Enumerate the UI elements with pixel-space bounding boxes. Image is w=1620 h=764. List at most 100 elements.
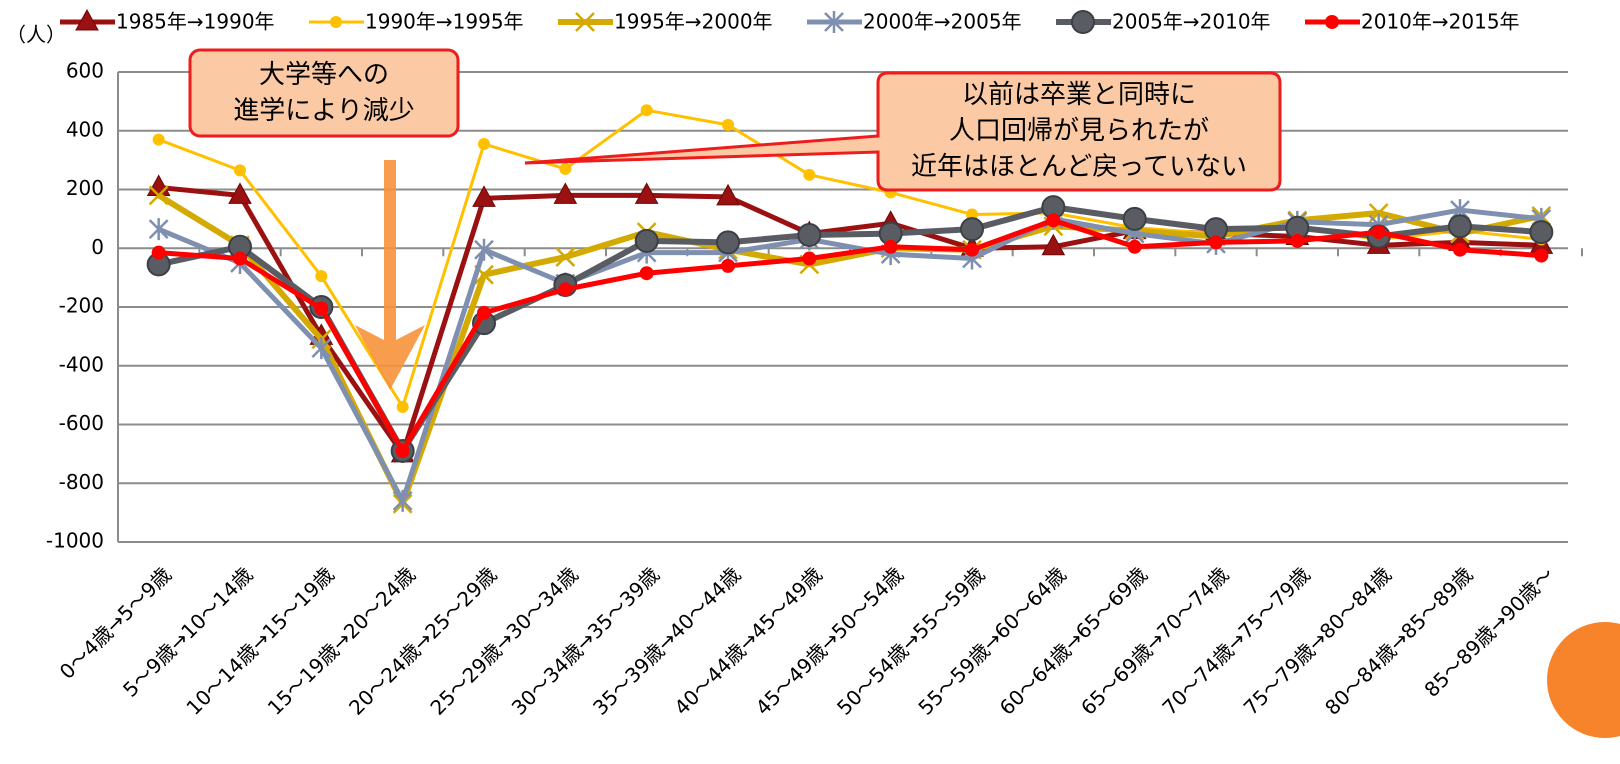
marker — [146, 174, 171, 196]
x-tick-label: 80～84歳→85～89歳 — [1320, 562, 1477, 719]
marker — [474, 238, 494, 261]
marker — [634, 182, 659, 204]
marker — [640, 104, 653, 117]
marker — [722, 118, 734, 131]
legend-label: 2005年→2010年 — [1112, 10, 1271, 34]
marker — [553, 182, 578, 204]
marker — [575, 12, 595, 32]
series-line — [157, 207, 1542, 504]
marker — [634, 228, 659, 253]
annotation-text: 人口回帰が見られたが — [949, 116, 1209, 146]
annotation-text: 近年はほとんど戻っていない — [911, 152, 1247, 182]
marker — [315, 270, 328, 283]
marker — [966, 208, 978, 221]
marker — [797, 223, 822, 248]
annotation-text: 大学等への — [259, 60, 389, 90]
marker — [1290, 233, 1305, 248]
marker — [1529, 220, 1554, 245]
marker — [1122, 206, 1147, 231]
marker — [1071, 10, 1095, 34]
legend-label: 2010年→2015年 — [1361, 10, 1520, 34]
x-tick-label: 35～39歳→40～44歳 — [588, 562, 745, 719]
marker — [721, 258, 735, 273]
x-tick-label: 15～19歳→20～24歳 — [263, 562, 420, 719]
marker — [1127, 239, 1142, 254]
y-tick-label: -600 — [59, 411, 104, 435]
x-tick-label: 60～64歳→65～69歳 — [995, 562, 1152, 719]
x-tick-label: 25～29歳→30～34歳 — [425, 562, 582, 719]
y-tick-label: -400 — [59, 352, 104, 376]
marker — [330, 16, 342, 28]
marker — [558, 282, 573, 297]
legend-label: 2000年→2005年 — [863, 10, 1022, 34]
x-tick-label: 65～69歳→70～74歳 — [1076, 562, 1233, 719]
marker — [233, 251, 247, 266]
marker — [555, 247, 576, 267]
marker — [1371, 225, 1386, 240]
series-line — [158, 184, 1542, 457]
marker — [314, 301, 329, 316]
y-unit: （人） — [6, 23, 66, 47]
y-tick-label: 200 — [66, 176, 104, 200]
marker — [639, 266, 654, 281]
decoration — [1547, 622, 1620, 738]
marker — [396, 400, 409, 413]
marker — [395, 443, 410, 458]
series-line — [158, 204, 1542, 454]
legend-label: 1985年→1990年 — [116, 10, 275, 34]
marker — [1448, 214, 1472, 239]
marker — [824, 11, 844, 33]
legend-label: 1990年→1995年 — [365, 10, 524, 34]
annotation-text: 進学により減少 — [233, 96, 414, 126]
x-tick-label: 55～59歳→60～64歳 — [913, 562, 1070, 719]
marker — [478, 137, 490, 150]
callout-box — [524, 71, 1282, 192]
series-line — [158, 217, 1542, 454]
marker — [477, 305, 491, 320]
marker — [472, 185, 496, 207]
y-tick-label: -200 — [59, 294, 104, 318]
x-tick-label: 20～24歳→25～29歳 — [344, 562, 501, 719]
marker — [148, 185, 169, 206]
marker — [716, 183, 740, 206]
marker — [152, 133, 165, 146]
y-tick-label: 600 — [66, 59, 104, 83]
marker — [960, 217, 984, 242]
marker — [559, 162, 572, 175]
marker — [1453, 242, 1467, 257]
x-tick-label: 40～44歳→45～49歳 — [669, 562, 826, 719]
marker — [228, 182, 252, 204]
marker — [1325, 15, 1339, 29]
callout-box — [188, 48, 460, 138]
marker — [802, 251, 817, 266]
legend-label: 1995年→2000年 — [614, 10, 773, 34]
marker — [75, 8, 99, 31]
x-tick-label: 75～79歳→80～84歳 — [1239, 562, 1396, 719]
x-tick-label: 50～54歳→55～59歳 — [832, 562, 989, 719]
marker — [803, 168, 816, 181]
y-tick-label: -800 — [59, 470, 104, 494]
arrow — [355, 160, 425, 390]
marker — [1046, 213, 1061, 228]
x-tick-label: 30～34歳→35～39歳 — [507, 562, 664, 719]
y-tick-label: 0 — [91, 235, 104, 259]
annotation-text: 以前は卒業と同時に — [962, 80, 1196, 110]
marker — [883, 239, 898, 254]
y-tick-label: 400 — [66, 117, 104, 141]
x-tick-label: 10～14歳→15～19歳 — [181, 562, 338, 719]
marker — [716, 230, 740, 255]
y-tick-label: -1000 — [46, 529, 104, 553]
marker — [392, 489, 413, 512]
marker — [151, 245, 166, 260]
marker — [965, 242, 979, 257]
marker — [234, 164, 246, 177]
marker — [1041, 233, 1066, 256]
x-tick-label: 45～49歳→50～54歳 — [751, 562, 908, 719]
marker — [1534, 248, 1549, 263]
x-tick-label: 70～74歳→75～79歳 — [1157, 562, 1314, 719]
marker — [1209, 235, 1223, 250]
marker — [148, 218, 169, 241]
